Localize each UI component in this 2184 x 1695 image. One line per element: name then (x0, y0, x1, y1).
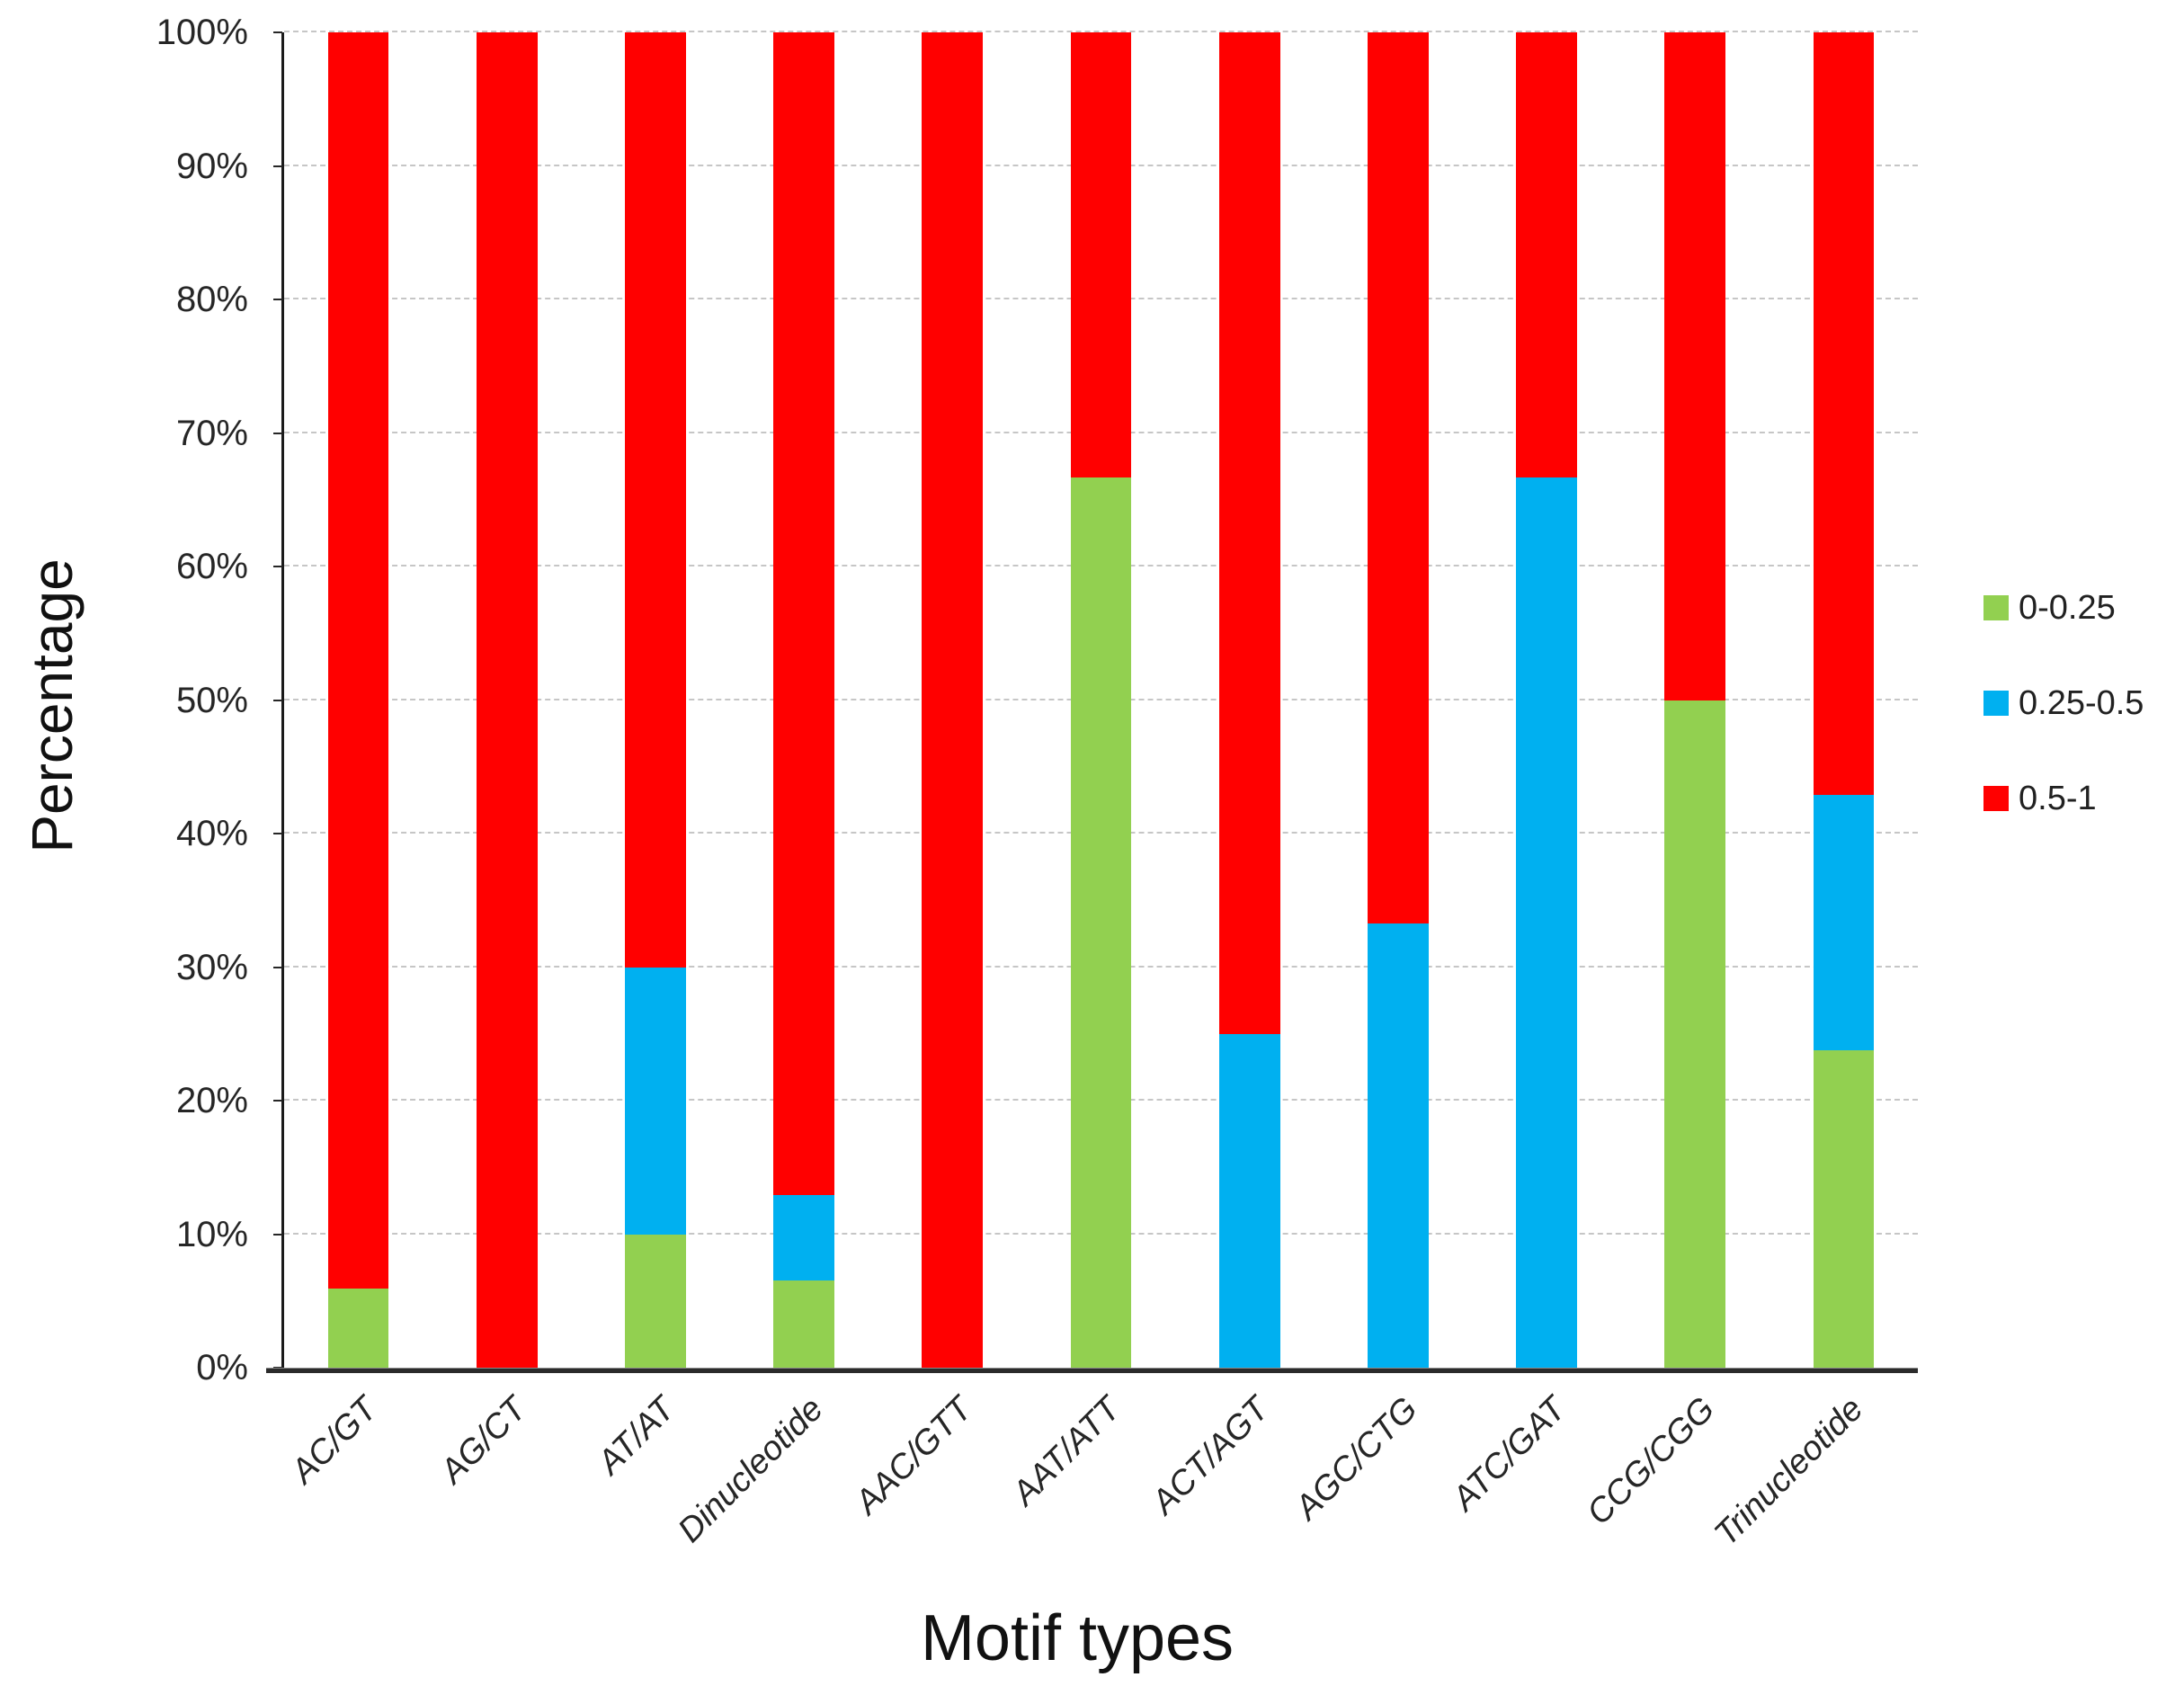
x-axis-title: Motif types (920, 1602, 1235, 1674)
y-tick-mark (273, 833, 282, 834)
legend-item-0-0.25: 0-0.25 (1983, 590, 2144, 626)
bar-AGC/CTG (1367, 32, 1429, 1368)
bar-Dinucleotide (773, 32, 834, 1368)
y-tick-mark (273, 699, 282, 701)
segment-0-0.25 (1664, 700, 1726, 1368)
segment-0.5-1 (773, 32, 834, 1196)
y-tick-label: 30% (175, 947, 248, 987)
x-axis-line (266, 1368, 1918, 1373)
x-tick-label: Dinucleotide (671, 1390, 831, 1550)
y-tick-mark (273, 31, 282, 33)
x-axis-tick-labels: AC/GT AG/CT AT/AT Dinucleotide AAC/GTT AAT/AT… (284, 1381, 1918, 1633)
legend-label: 0.5-1 (2019, 780, 2097, 817)
legend-label: 0.25-0.5 (2019, 684, 2144, 722)
legend-item-0.25-0.5: 0.25-0.5 (1983, 685, 2144, 721)
x-tick-label: AGC/CTG (1288, 1390, 1425, 1528)
segment-0.5-1 (1367, 32, 1429, 923)
segment-0.25-0.5 (625, 967, 686, 1235)
category-ACT/AGT (1175, 32, 1324, 1368)
plot-area (266, 31, 1918, 1373)
y-tick-mark (273, 299, 282, 300)
y-tick-label: 100% (156, 13, 248, 52)
y-tick-label: 20% (175, 1081, 248, 1120)
y-tick-label: 70% (175, 413, 248, 453)
y-tick-mark (273, 966, 282, 968)
legend-item-0.5-1: 0.5-1 (1983, 781, 2144, 816)
segment-0-0.25 (1813, 1049, 1875, 1368)
y-tick-label: 80% (175, 280, 248, 319)
y-tick-label: 50% (175, 680, 248, 720)
y-tick-label: 0% (196, 1348, 248, 1387)
segment-0.5-1 (1070, 32, 1132, 477)
segment-0.5-1 (476, 32, 538, 1368)
segment-0.25-0.5 (773, 1195, 834, 1281)
category-AT/AT (581, 32, 729, 1368)
bar-AC/GT (327, 32, 389, 1368)
bar-AT/AT (625, 32, 686, 1368)
bar-AG/CT (476, 32, 538, 1368)
gridline-100% (284, 31, 1918, 32)
segment-0.5-1 (1516, 32, 1577, 477)
x-tick-label: ACT/AGT (1145, 1390, 1277, 1522)
segment-0.25-0.5 (1218, 1033, 1280, 1368)
x-tick-label: AAC/GTT (847, 1390, 980, 1522)
y-tick-mark (273, 1233, 282, 1236)
segment-0.5-1 (1813, 32, 1875, 795)
segment-0.25-0.5 (1367, 923, 1429, 1368)
x-tick-label: ATC/GAT (1445, 1390, 1573, 1519)
x-tick-label: AT/AT (590, 1390, 682, 1482)
y-tick-label: 90% (175, 146, 248, 186)
legend: 0-0.25 0.25-0.5 0.5-1 (1983, 590, 2144, 816)
bar-AAC/GTT (922, 32, 984, 1368)
y-tick-label: 60% (175, 547, 248, 586)
bar-ATC/GAT (1516, 32, 1577, 1368)
x-tick-label: AG/CT (432, 1390, 534, 1491)
category-CCG/CGG (1621, 32, 1769, 1368)
y-tick-mark (273, 165, 282, 167)
y-axis-line (281, 32, 284, 1368)
segment-0-0.25 (625, 1234, 686, 1368)
segment-0-0.25 (1070, 477, 1132, 1368)
bars (284, 32, 1918, 1368)
category-AGC/CTG (1324, 32, 1472, 1368)
segment-0.5-1 (1218, 32, 1280, 1034)
bar-AAT/ATT (1070, 32, 1132, 1368)
segment-0.5-1 (1664, 32, 1726, 700)
legend-label: 0-0.25 (2019, 589, 2116, 627)
bar-CCG/CGG (1664, 32, 1726, 1368)
legend-swatch-0.5-1 (1983, 786, 2009, 811)
category-ATC/GAT (1472, 32, 1620, 1368)
bar-ACT/AGT (1218, 32, 1280, 1368)
y-axis-tick-labels: 0% 10% 20% 30% 40% 50% 60% 70% 80% 90% 100% (0, 13, 248, 1387)
x-tick-label: CCG/CGG (1579, 1390, 1722, 1533)
category-AAC/GTT (878, 32, 1027, 1368)
bar-Trinucleotide (1813, 32, 1875, 1368)
legend-swatch-0.25-0.5 (1983, 691, 2009, 716)
category-Trinucleotide (1769, 32, 1918, 1368)
category-AAT/ATT (1027, 32, 1175, 1368)
x-tick-label: AAT/ATT (1005, 1390, 1128, 1513)
category-AG/CT (432, 32, 581, 1368)
segment-0.5-1 (922, 32, 984, 1368)
segment-0.5-1 (327, 32, 389, 1289)
y-tick-mark (273, 1100, 282, 1102)
x-tick-label: AC/GT (284, 1390, 386, 1491)
segment-0.5-1 (625, 32, 686, 968)
x-tick-label: Trinucleotide (1707, 1390, 1871, 1554)
legend-swatch-0-0.25 (1983, 595, 2009, 620)
segment-0-0.25 (773, 1280, 834, 1368)
y-tick-label: 10% (175, 1214, 248, 1254)
segment-0.25-0.5 (1516, 477, 1577, 1368)
segment-0.25-0.5 (1813, 794, 1875, 1050)
category-Dinucleotide (730, 32, 878, 1368)
y-tick-mark (273, 432, 282, 434)
segment-0-0.25 (327, 1289, 389, 1368)
y-tick-mark (273, 566, 282, 567)
category-AC/GT (284, 32, 432, 1368)
y-tick-label: 40% (175, 814, 248, 853)
